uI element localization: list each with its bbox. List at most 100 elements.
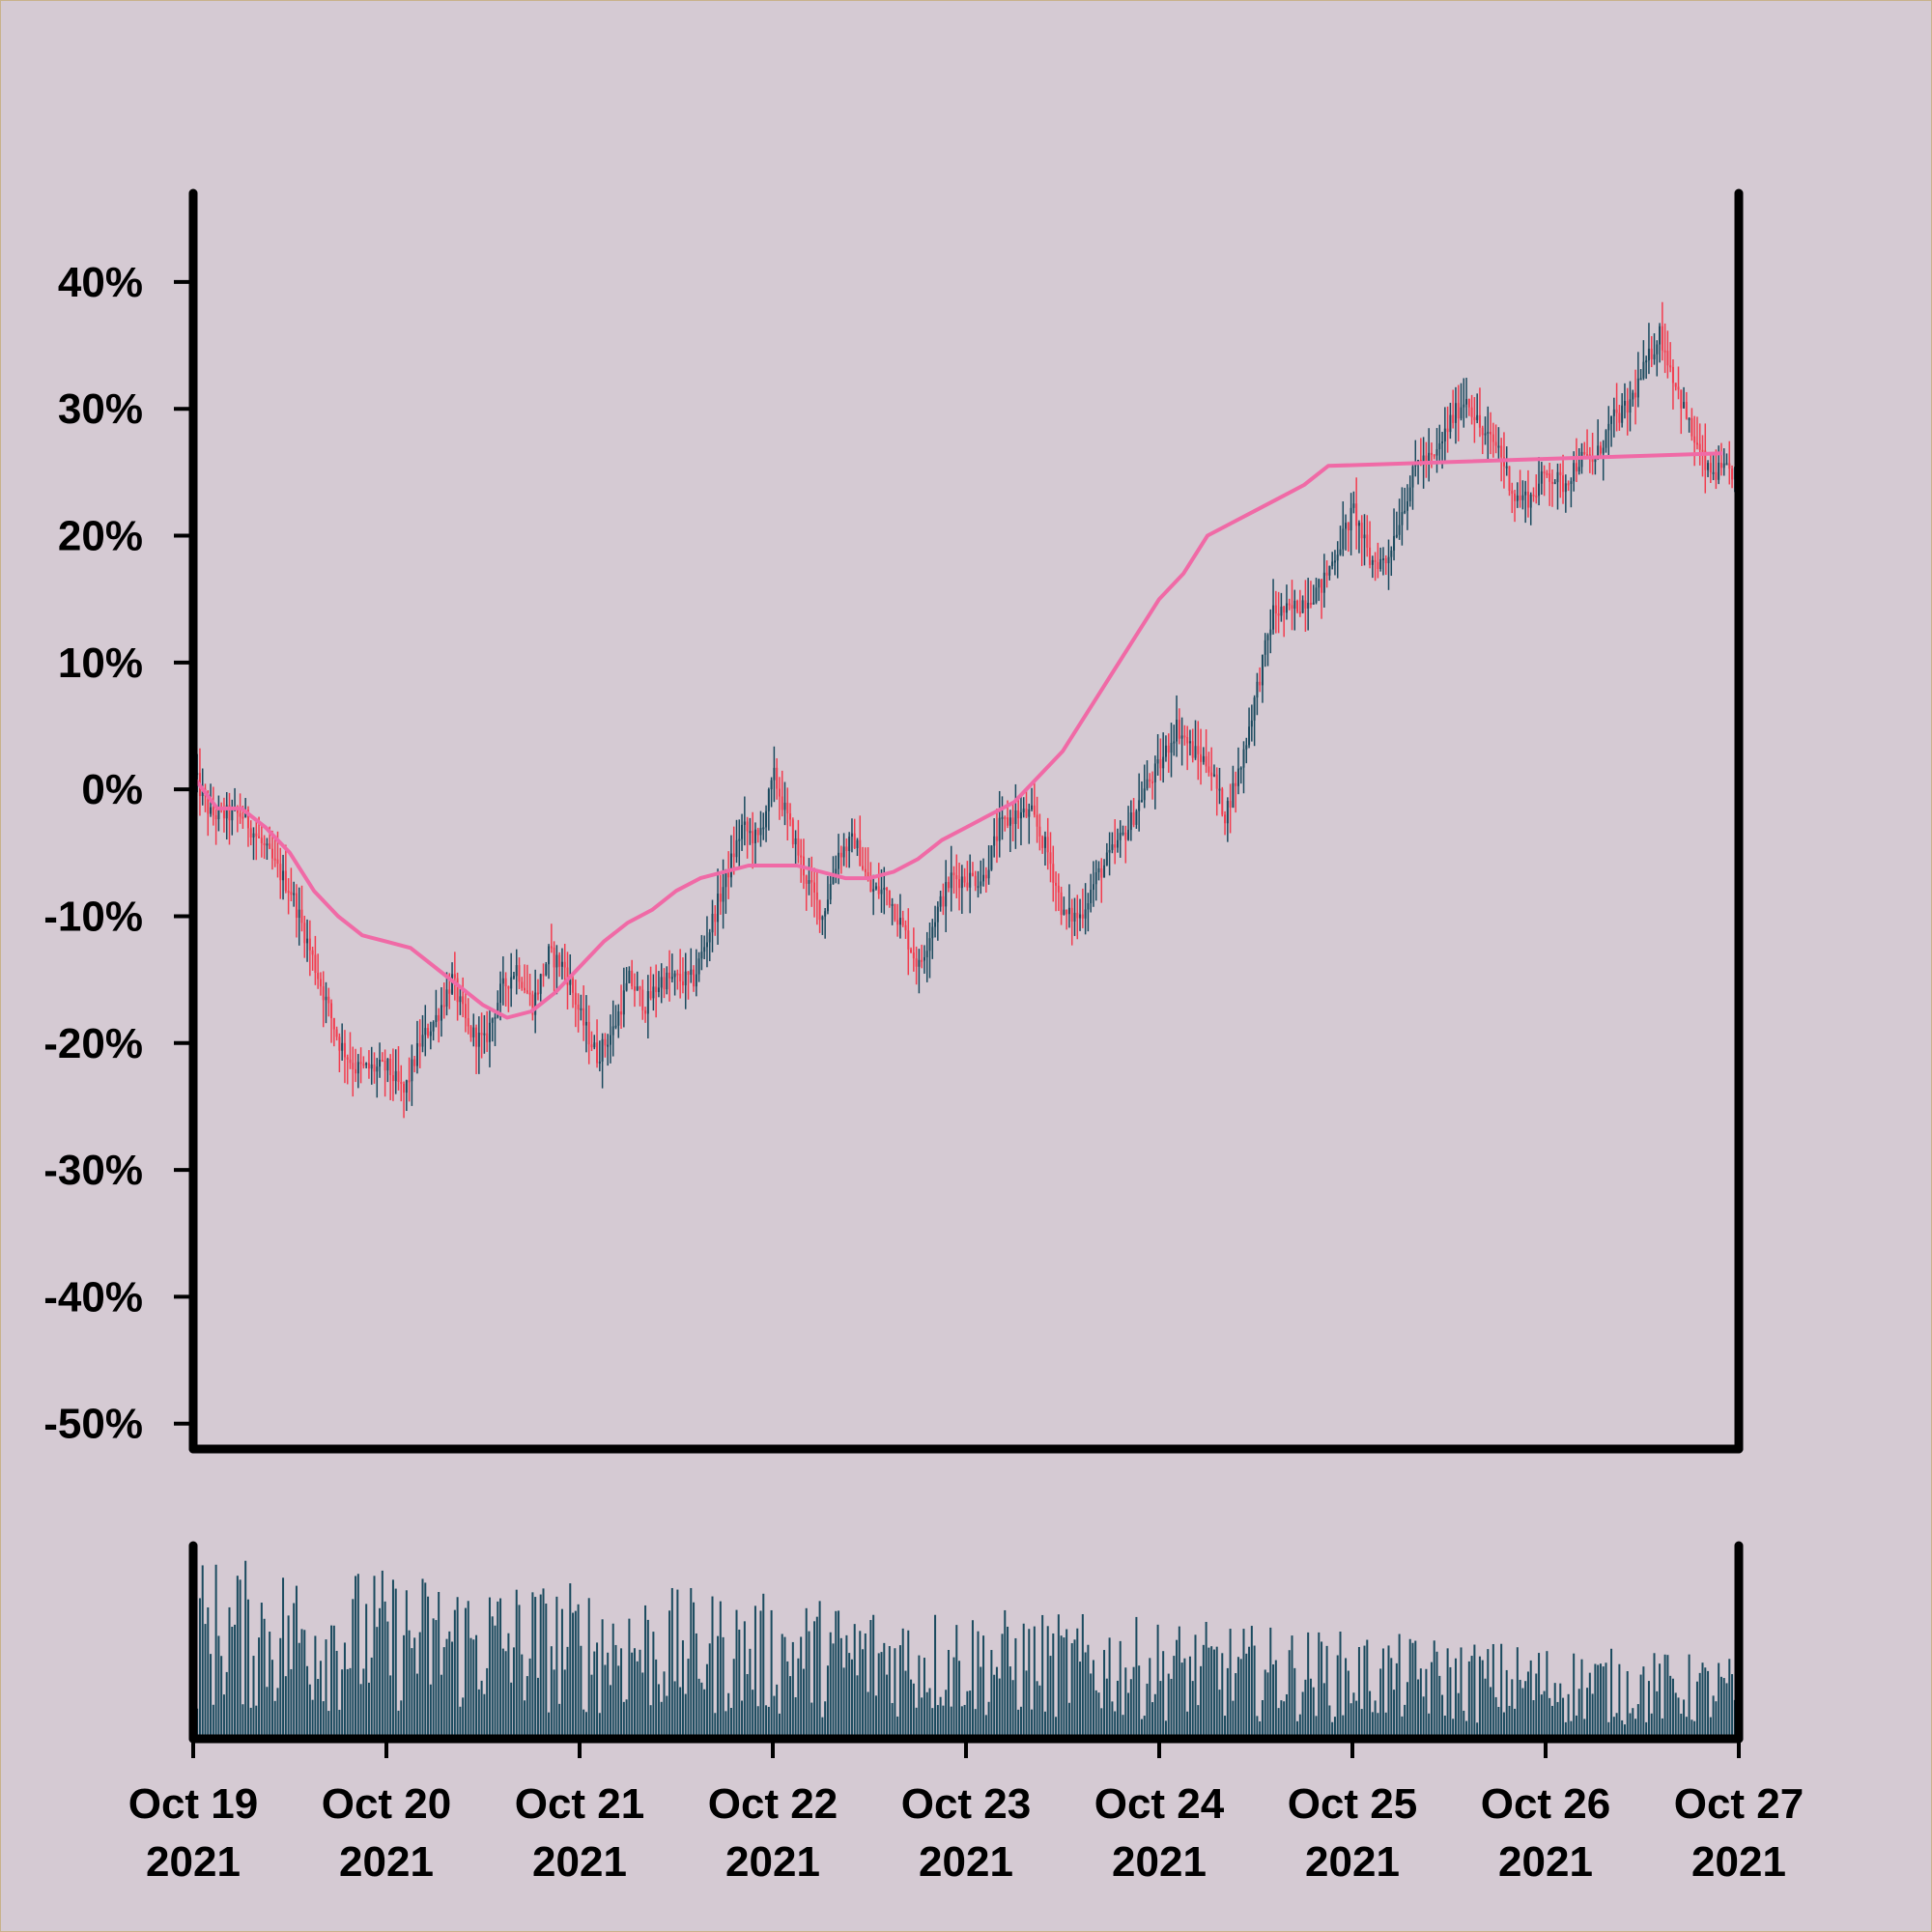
volume-bar xyxy=(776,1684,779,1739)
volume-bar xyxy=(942,1705,945,1739)
volume-bar xyxy=(577,1604,580,1739)
volume-bar xyxy=(598,1713,601,1739)
candle-body xyxy=(542,974,545,977)
candle-body xyxy=(1406,500,1408,511)
candle-body xyxy=(1149,779,1151,781)
volume-bar xyxy=(1100,1708,1103,1739)
candle-body xyxy=(1094,872,1097,885)
candle-body xyxy=(1180,735,1183,739)
candle-body xyxy=(874,886,877,890)
volume-bar xyxy=(1419,1668,1422,1739)
volume-bar xyxy=(1701,1662,1704,1739)
volume-bar xyxy=(1650,1713,1653,1739)
volume-bar xyxy=(1194,1634,1197,1739)
candle-body xyxy=(370,1064,373,1069)
candle-body xyxy=(536,992,539,995)
volume-bar xyxy=(794,1696,797,1739)
candle-body xyxy=(1621,405,1624,423)
candle-body xyxy=(684,971,687,986)
volume-bar xyxy=(239,1579,242,1739)
candle-body xyxy=(534,992,537,1015)
candle-body xyxy=(1298,611,1301,614)
volume-bar xyxy=(1261,1700,1264,1739)
candle-body xyxy=(668,972,671,979)
volume-bar xyxy=(883,1642,886,1739)
volume-bar xyxy=(1605,1662,1607,1739)
volume-bar xyxy=(614,1644,617,1739)
volume-bar xyxy=(1387,1645,1390,1739)
candle-body xyxy=(1019,811,1022,819)
volume-bar xyxy=(512,1647,515,1739)
candle-body xyxy=(641,989,644,1010)
candle-body xyxy=(1463,404,1465,408)
candle-body xyxy=(408,1080,411,1083)
volume-bar xyxy=(1559,1683,1562,1739)
candle-body xyxy=(411,1059,413,1082)
volume-bar xyxy=(1253,1645,1256,1739)
candle-body xyxy=(472,1027,475,1037)
volume-bar xyxy=(1200,1665,1203,1739)
volume-bar xyxy=(1508,1705,1511,1739)
candle-body xyxy=(1242,749,1245,768)
candle-body xyxy=(1599,445,1602,454)
candle-body xyxy=(776,767,779,789)
volume-bar xyxy=(204,1624,207,1739)
candle-body xyxy=(673,973,676,978)
candle-body xyxy=(646,991,649,1014)
volume-bar xyxy=(467,1601,469,1739)
volume-bar xyxy=(384,1601,386,1739)
candle-body xyxy=(1602,447,1605,454)
candle-body xyxy=(681,980,684,986)
candle-body xyxy=(593,1042,596,1048)
volume-bar xyxy=(1079,1662,1082,1739)
volume-bar xyxy=(717,1635,720,1739)
volume-bar xyxy=(263,1618,266,1739)
candle-body xyxy=(901,918,904,925)
candle-body xyxy=(791,819,794,845)
volume-bar xyxy=(832,1643,835,1739)
volume-bar xyxy=(1731,1674,1734,1739)
candle-body xyxy=(548,946,551,965)
candle-body xyxy=(756,829,759,836)
volume-bar xyxy=(1363,1645,1366,1739)
candle-body xyxy=(1395,534,1398,537)
volume-bar xyxy=(877,1653,880,1739)
candle-body xyxy=(1645,360,1648,363)
volume-bar xyxy=(507,1633,510,1739)
volume-bar xyxy=(727,1692,730,1739)
candle-body xyxy=(939,895,942,907)
volume-bar xyxy=(1092,1660,1094,1739)
candle-body xyxy=(1090,890,1093,904)
candle-body xyxy=(966,882,969,888)
volume-bar xyxy=(1632,1708,1634,1739)
volume-bar xyxy=(258,1637,261,1739)
volume-bar xyxy=(1553,1683,1556,1739)
candle-body xyxy=(1070,907,1073,922)
volume-bar xyxy=(319,1661,322,1739)
volume-bar xyxy=(1043,1711,1046,1739)
volume-bar xyxy=(1321,1641,1323,1739)
volume-bar xyxy=(391,1579,394,1739)
volume-bar xyxy=(1384,1712,1387,1739)
candle-body xyxy=(325,996,327,1001)
candle-body xyxy=(915,958,918,967)
candle-body xyxy=(1430,452,1433,455)
candle-body xyxy=(1235,782,1237,786)
candle-body xyxy=(212,807,214,816)
candle-body xyxy=(995,836,998,841)
volume-bar xyxy=(1312,1687,1315,1739)
volume-bar xyxy=(1301,1691,1304,1739)
candle-body xyxy=(898,918,901,925)
volume-bar xyxy=(1076,1628,1079,1739)
volume-bar xyxy=(1695,1681,1698,1739)
candle-body xyxy=(239,812,242,817)
volume-bar xyxy=(703,1689,706,1739)
candle-body xyxy=(1245,745,1248,750)
candle-body xyxy=(1685,402,1688,419)
candle-body xyxy=(263,842,266,846)
candle-body xyxy=(752,831,754,843)
candle-body xyxy=(660,977,663,988)
volume-bar xyxy=(362,1668,365,1739)
volume-bar xyxy=(853,1624,856,1739)
volume-bar xyxy=(1674,1692,1677,1739)
